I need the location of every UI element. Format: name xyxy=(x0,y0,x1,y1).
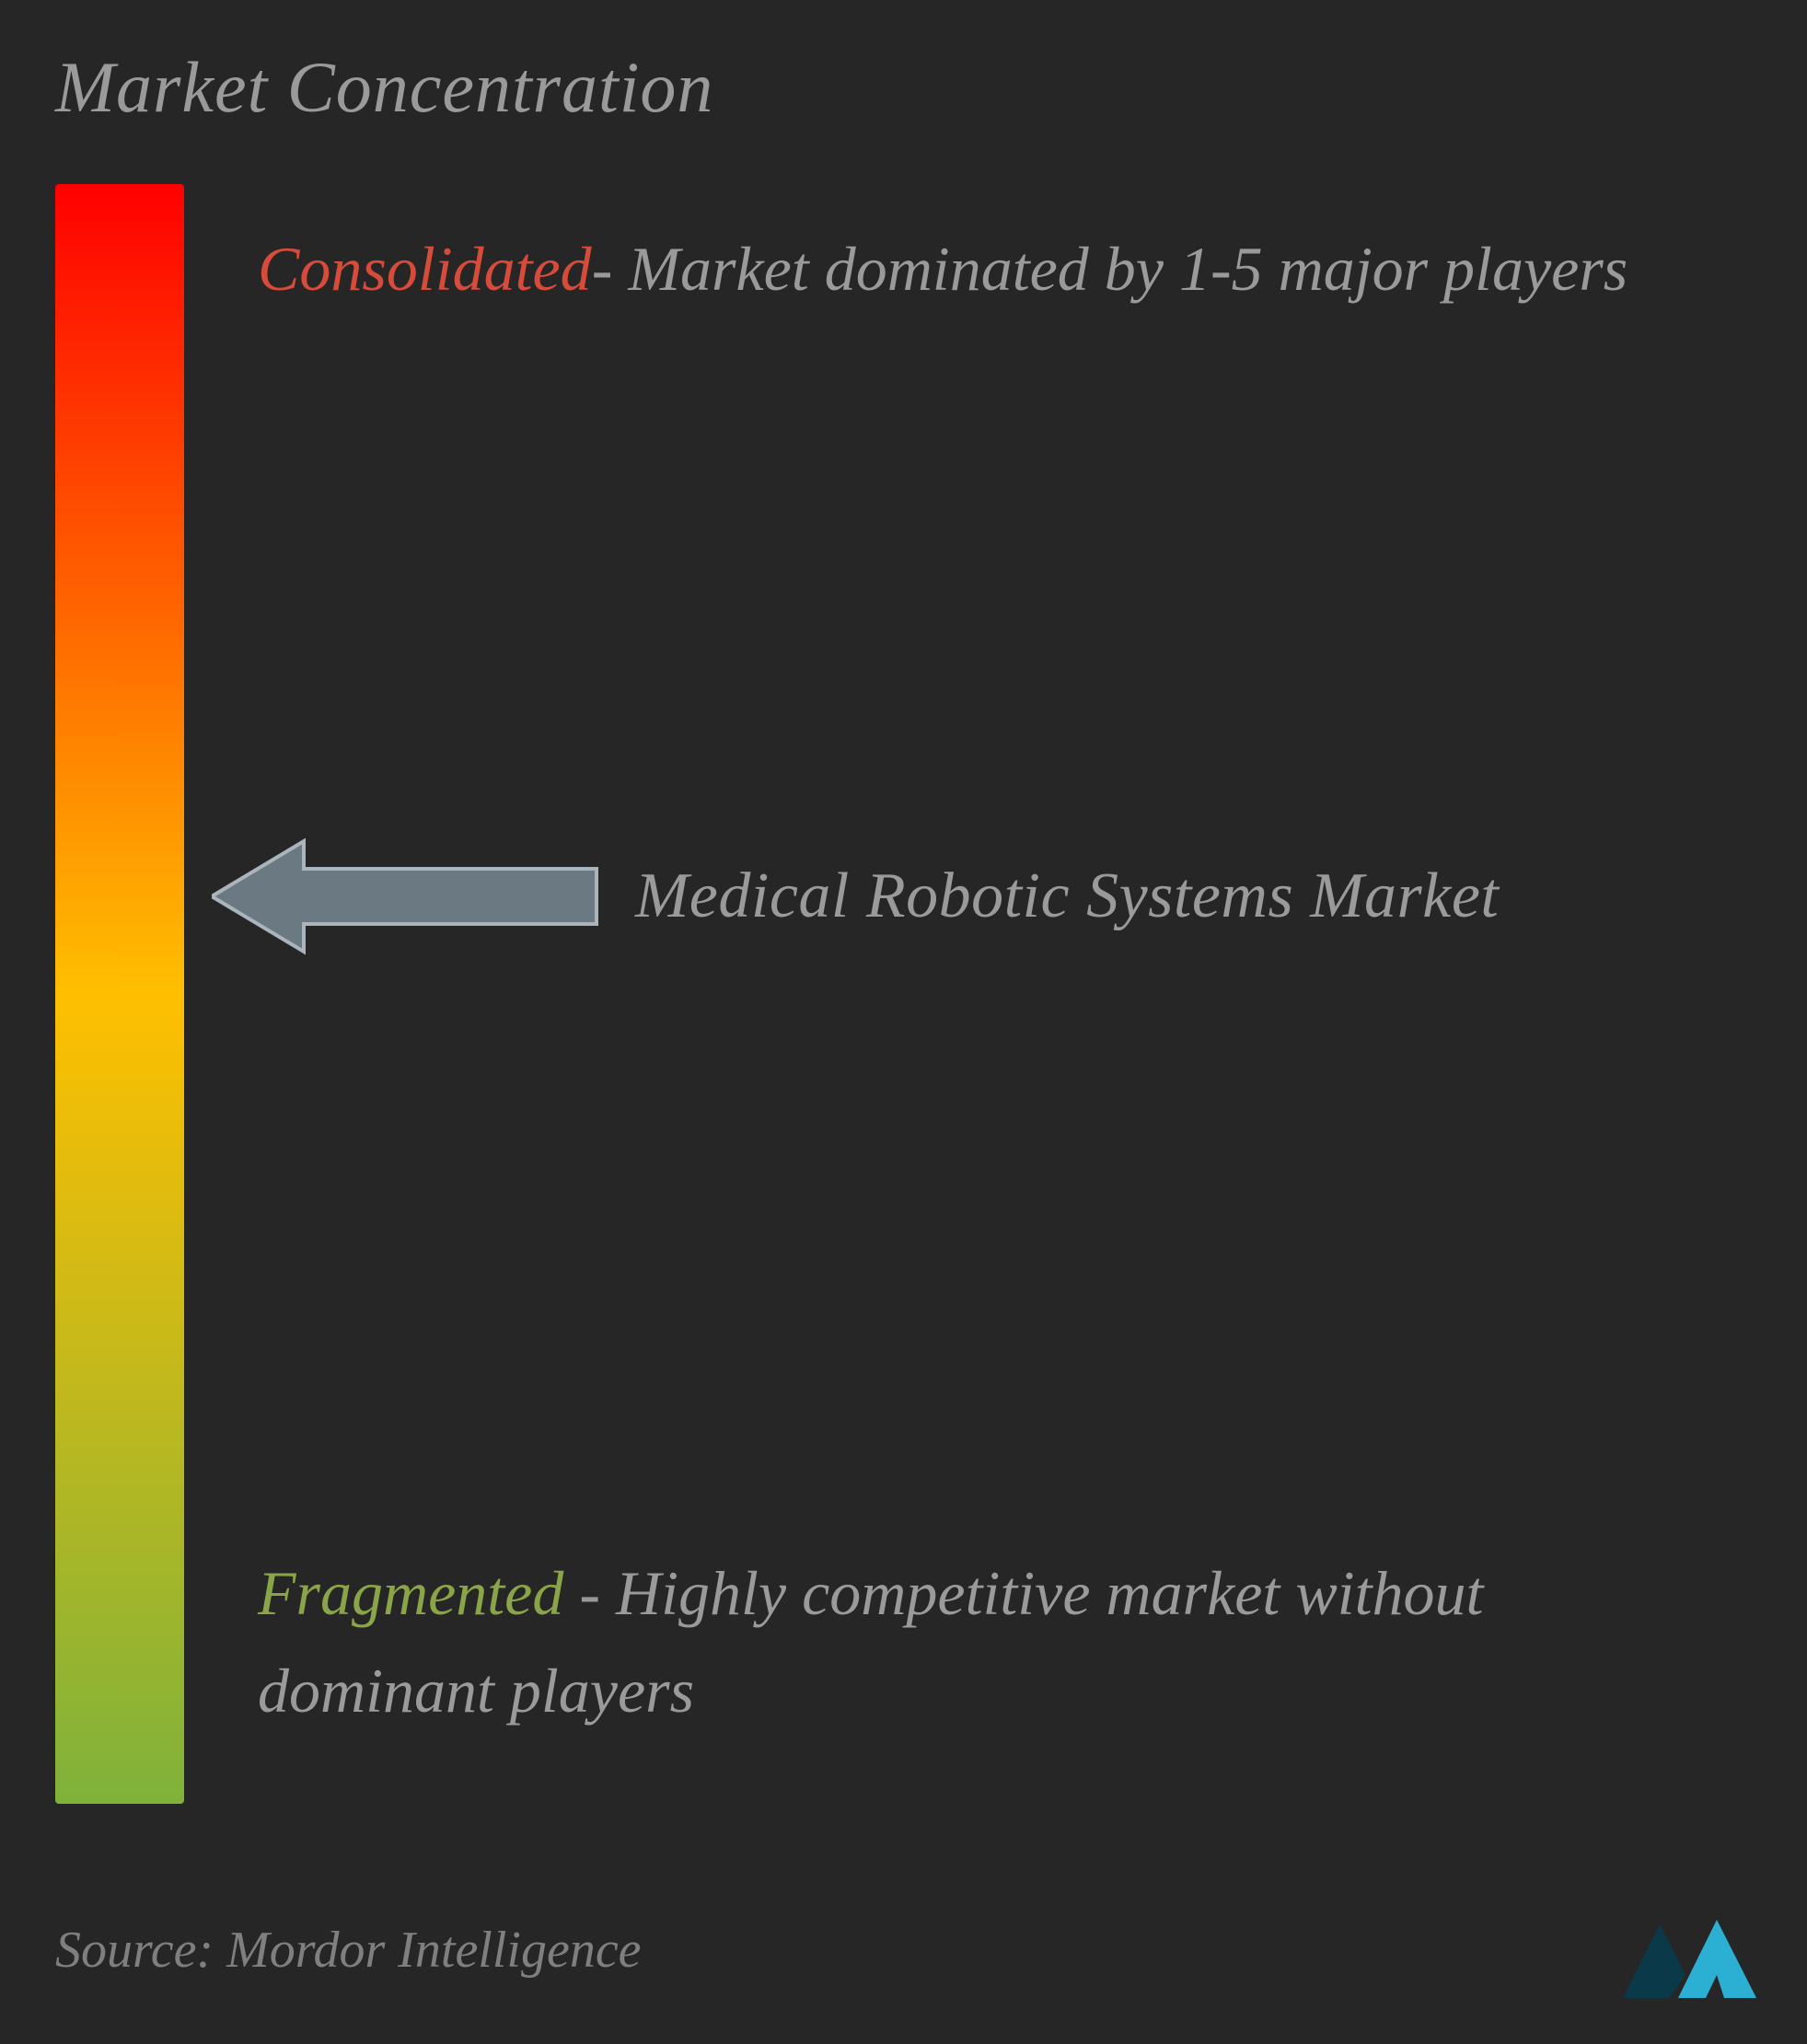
main-area: Consolidated- Market dominated by 1-5 ma… xyxy=(55,184,1752,1822)
infographic-container: Market Concentration Consolidated- Marke… xyxy=(0,0,1807,2044)
consolidated-title: Consolidated xyxy=(258,234,592,304)
market-marker-row: Medical Robotic Systems Market xyxy=(212,832,1499,961)
market-marker-label: Medical Robotic Systems Market xyxy=(635,860,1499,933)
consolidated-text: Consolidated- Market dominated by 1-5 ma… xyxy=(258,221,1715,318)
brand-logo-icon xyxy=(1614,1906,1761,2007)
fragmented-text: Fragmented - Highly competitive market w… xyxy=(258,1545,1715,1739)
fragmented-title: Fragmented xyxy=(258,1558,563,1628)
source-text: Source: Mordor Intelligence xyxy=(55,1921,642,1980)
consolidated-label-block: Consolidated- Market dominated by 1-5 ma… xyxy=(258,221,1715,318)
concentration-gradient-bar xyxy=(55,184,184,1804)
arrow-left-icon xyxy=(212,832,598,961)
page-title: Market Concentration xyxy=(55,46,1752,129)
fragmented-label-block: Fragmented - Highly competitive market w… xyxy=(258,1545,1715,1739)
consolidated-description: - Market dominated by 1-5 major players xyxy=(592,234,1628,304)
